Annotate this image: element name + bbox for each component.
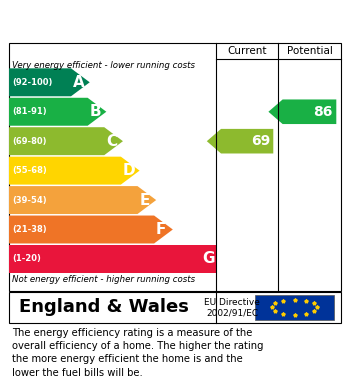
- Text: Not energy efficient - higher running costs: Not energy efficient - higher running co…: [12, 275, 195, 284]
- Text: (55-68): (55-68): [13, 166, 47, 175]
- Polygon shape: [9, 186, 156, 214]
- Text: EU Directive
2002/91/EC: EU Directive 2002/91/EC: [204, 298, 260, 317]
- Text: D: D: [122, 163, 135, 178]
- Text: F: F: [156, 222, 166, 237]
- Text: A: A: [73, 75, 85, 90]
- Text: (21-38): (21-38): [13, 225, 47, 234]
- Bar: [255, 294, 334, 320]
- Text: (39-54): (39-54): [13, 196, 47, 204]
- Text: 86: 86: [314, 105, 333, 119]
- Text: England & Wales: England & Wales: [19, 298, 189, 316]
- Text: The energy efficiency rating is a measure of the
overall efficiency of a home. T: The energy efficiency rating is a measur…: [12, 328, 263, 378]
- Polygon shape: [9, 215, 173, 244]
- Text: Energy Efficiency Rating: Energy Efficiency Rating: [64, 16, 286, 31]
- Text: (81-91): (81-91): [13, 107, 47, 116]
- Text: (92-100): (92-100): [13, 78, 53, 87]
- Polygon shape: [207, 129, 273, 154]
- Polygon shape: [9, 127, 123, 155]
- Polygon shape: [9, 98, 106, 126]
- Text: Potential: Potential: [286, 46, 332, 56]
- Text: (69-80): (69-80): [13, 137, 47, 146]
- Text: 69: 69: [251, 134, 270, 148]
- Polygon shape: [268, 99, 336, 124]
- Polygon shape: [9, 245, 216, 273]
- Text: B: B: [89, 104, 101, 119]
- Text: (1-20): (1-20): [13, 255, 41, 264]
- Text: Very energy efficient - lower running costs: Very energy efficient - lower running co…: [12, 61, 195, 70]
- Text: Current: Current: [227, 46, 267, 56]
- Polygon shape: [9, 68, 90, 96]
- Text: G: G: [202, 251, 215, 266]
- Text: E: E: [139, 193, 150, 208]
- Text: C: C: [106, 134, 117, 149]
- Polygon shape: [9, 157, 140, 185]
